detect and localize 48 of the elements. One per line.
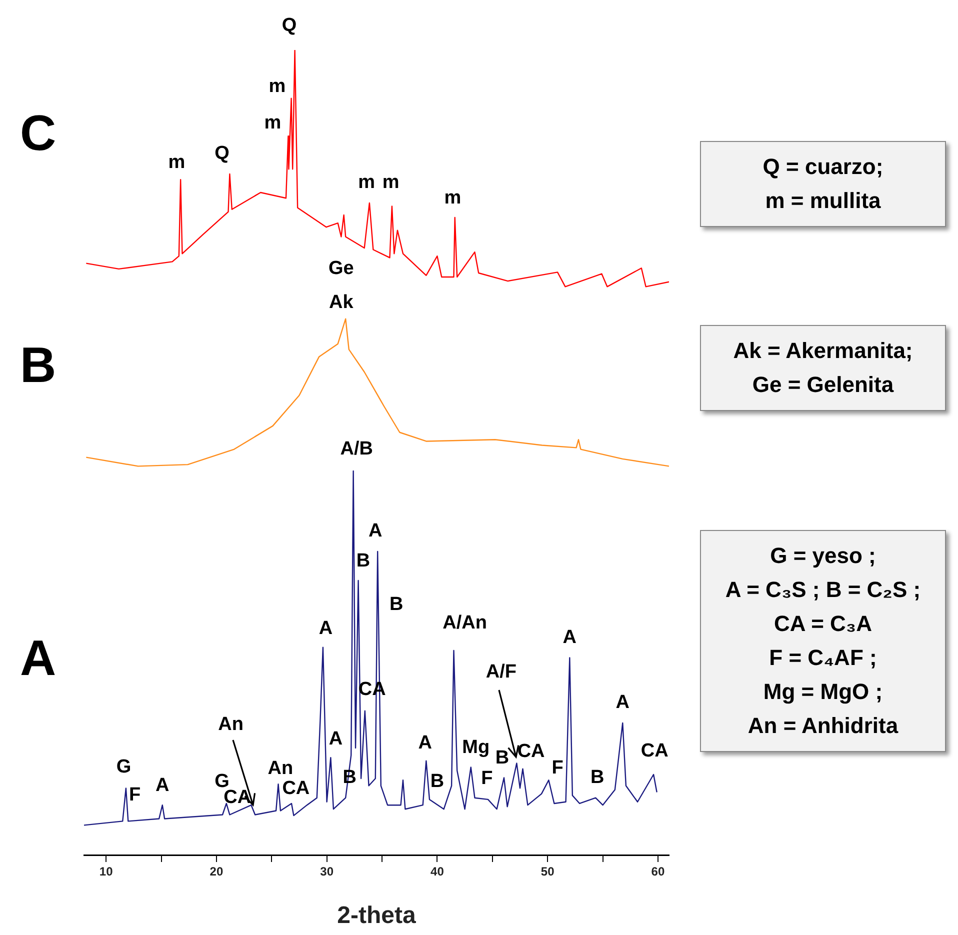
annotation: G [116, 756, 132, 778]
text: Ak = Akermanita; Ge = Gelenita [700, 325, 946, 411]
annotation: B [356, 550, 370, 572]
annotation: A [328, 728, 343, 750]
annotation: F [128, 784, 141, 806]
annotation: B [430, 770, 444, 792]
annotation: B [590, 766, 604, 788]
x-tick-label: 40 [430, 864, 444, 879]
annotation: A [318, 618, 333, 640]
annotation: Q [214, 143, 230, 164]
x-axis-title: 2-theta [337, 902, 416, 930]
text: A [18, 630, 58, 686]
x-tick-label: 10 [99, 864, 114, 879]
annotation: A/F [486, 661, 516, 682]
annotation: A [616, 692, 630, 714]
annotation: CA [640, 740, 669, 762]
annotation: An [268, 758, 294, 780]
annotation: A/B [340, 438, 373, 460]
annotation: B [390, 594, 404, 615]
annotation: CA [282, 778, 310, 800]
annotation: A [562, 626, 577, 648]
annotation: Mg [462, 737, 490, 758]
annotation: m [382, 172, 400, 194]
annotation: F [552, 757, 564, 778]
x-tick-label: 60 [651, 864, 665, 879]
text: Q = cuarzo; m = mullita [700, 141, 946, 227]
x-tick-label: 30 [320, 864, 334, 879]
text: C [18, 105, 58, 161]
annotation: m [264, 112, 282, 134]
annotation: m [444, 187, 462, 208]
annotation: CA [517, 741, 546, 762]
annotation: A [368, 520, 383, 542]
text: G = yeso ; A = C₃S ; B = C₂S ; CA = C₃A F = C₄AF ; Mg = MgO ; An = Anhidrita [700, 530, 946, 752]
series-label: B [18, 337, 58, 393]
annotation: F [481, 768, 493, 789]
annotation: m [168, 152, 186, 173]
annotation: An [218, 714, 244, 735]
x-tick-label: 20 [210, 864, 224, 879]
annotation: A [156, 775, 170, 796]
annotation: Q [282, 15, 297, 36]
annotation: Ge [328, 258, 354, 280]
annotation: A/An [442, 612, 487, 634]
annotation: Ak [329, 292, 354, 314]
annotation: A [418, 732, 432, 754]
annotation: m [268, 76, 286, 98]
annotation: m [358, 172, 375, 194]
annotation: B [495, 748, 510, 769]
x-tick-label: 50 [540, 864, 555, 879]
